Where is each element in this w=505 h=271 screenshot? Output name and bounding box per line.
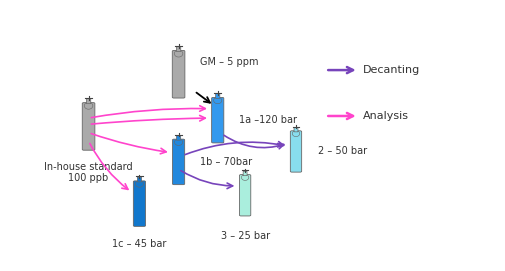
Text: 1a –120 bar: 1a –120 bar	[239, 115, 297, 125]
Ellipse shape	[241, 175, 249, 180]
Ellipse shape	[84, 102, 93, 109]
Text: In-house standard
100 ppb: In-house standard 100 ppb	[44, 162, 133, 183]
FancyBboxPatch shape	[176, 136, 181, 140]
FancyBboxPatch shape	[294, 127, 298, 132]
FancyBboxPatch shape	[133, 181, 145, 226]
FancyBboxPatch shape	[137, 177, 141, 182]
Ellipse shape	[214, 97, 222, 104]
Text: Analysis: Analysis	[363, 111, 409, 121]
Ellipse shape	[174, 50, 183, 57]
FancyBboxPatch shape	[173, 139, 185, 185]
FancyBboxPatch shape	[86, 99, 91, 104]
Ellipse shape	[292, 131, 299, 137]
Text: GM – 5 ppm: GM – 5 ppm	[200, 57, 259, 67]
Text: 3 – 25 bar: 3 – 25 bar	[221, 231, 270, 241]
Ellipse shape	[175, 139, 183, 146]
Ellipse shape	[135, 181, 143, 187]
FancyBboxPatch shape	[290, 131, 301, 172]
Text: 2 – 50 bar: 2 – 50 bar	[318, 146, 367, 156]
FancyBboxPatch shape	[176, 47, 181, 51]
FancyBboxPatch shape	[216, 94, 220, 98]
FancyBboxPatch shape	[82, 103, 95, 150]
Text: Decanting: Decanting	[363, 65, 420, 75]
FancyBboxPatch shape	[172, 50, 185, 98]
Text: 1b – 70bar: 1b – 70bar	[200, 157, 252, 167]
FancyBboxPatch shape	[239, 175, 251, 216]
FancyBboxPatch shape	[212, 97, 224, 143]
FancyBboxPatch shape	[243, 171, 247, 176]
Text: 1c – 45 bar: 1c – 45 bar	[112, 239, 167, 249]
